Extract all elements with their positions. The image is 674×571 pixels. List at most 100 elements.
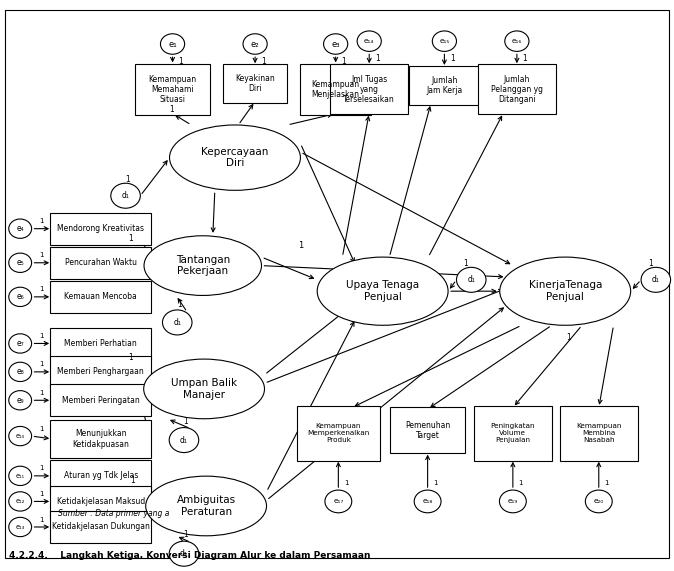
Ellipse shape bbox=[146, 476, 266, 536]
Text: 1: 1 bbox=[39, 465, 44, 472]
Text: 1: 1 bbox=[39, 361, 44, 368]
Text: Kemampuan
Membina
Nasabah: Kemampuan Membina Nasabah bbox=[576, 423, 621, 443]
Circle shape bbox=[432, 31, 456, 51]
Circle shape bbox=[169, 428, 199, 453]
Circle shape bbox=[9, 287, 32, 307]
Text: 1: 1 bbox=[375, 54, 379, 63]
Circle shape bbox=[456, 267, 486, 292]
Text: d₁: d₁ bbox=[467, 275, 475, 284]
Text: Jumlah
Pelanggan yg
Ditangani: Jumlah Pelanggan yg Ditangani bbox=[491, 75, 543, 104]
Text: 1: 1 bbox=[261, 57, 266, 66]
Text: 1: 1 bbox=[178, 57, 183, 66]
Text: e₉: e₉ bbox=[16, 396, 24, 405]
Text: 1: 1 bbox=[464, 259, 468, 268]
Text: 1: 1 bbox=[522, 54, 527, 63]
Circle shape bbox=[111, 183, 140, 208]
Circle shape bbox=[9, 334, 32, 353]
FancyBboxPatch shape bbox=[135, 63, 210, 115]
Text: e₇: e₇ bbox=[16, 339, 24, 348]
Circle shape bbox=[9, 362, 32, 381]
Text: 1: 1 bbox=[450, 54, 455, 63]
Circle shape bbox=[324, 34, 348, 54]
FancyBboxPatch shape bbox=[478, 65, 556, 114]
Text: e₁₅: e₁₅ bbox=[439, 38, 450, 44]
Circle shape bbox=[9, 492, 32, 511]
FancyBboxPatch shape bbox=[330, 65, 408, 114]
Text: e₂: e₂ bbox=[251, 39, 259, 49]
FancyBboxPatch shape bbox=[410, 66, 479, 105]
Text: 1: 1 bbox=[433, 480, 438, 486]
Text: 1: 1 bbox=[39, 218, 44, 224]
Circle shape bbox=[162, 310, 192, 335]
Text: Memberi Perhatian: Memberi Perhatian bbox=[64, 339, 137, 348]
Text: Ketidakjelasan Maksud: Ketidakjelasan Maksud bbox=[57, 497, 145, 506]
Circle shape bbox=[169, 541, 199, 566]
Text: KinerjaTenaga
Penjual: KinerjaTenaga Penjual bbox=[528, 280, 602, 302]
Text: 1: 1 bbox=[168, 104, 174, 114]
FancyBboxPatch shape bbox=[50, 281, 152, 313]
Text: 1: 1 bbox=[183, 530, 187, 540]
Text: 1: 1 bbox=[125, 175, 130, 184]
Circle shape bbox=[325, 490, 352, 513]
Text: 1: 1 bbox=[130, 476, 135, 485]
FancyBboxPatch shape bbox=[50, 420, 152, 459]
FancyBboxPatch shape bbox=[50, 511, 152, 543]
Text: e₁₇: e₁₇ bbox=[333, 498, 344, 504]
FancyBboxPatch shape bbox=[300, 63, 371, 115]
Circle shape bbox=[9, 517, 32, 537]
FancyBboxPatch shape bbox=[50, 328, 152, 359]
Circle shape bbox=[243, 34, 267, 54]
Text: Sumber : Data primer yang a: Sumber : Data primer yang a bbox=[59, 509, 170, 518]
Text: Kemampuan
Menjelaskan: Kemampuan Menjelaskan bbox=[311, 80, 360, 99]
Text: 1: 1 bbox=[39, 517, 44, 522]
Text: e₁₂: e₁₂ bbox=[16, 498, 25, 504]
Ellipse shape bbox=[317, 257, 448, 325]
Text: Jml Tugas
yang
Terselesaikan: Jml Tugas yang Terselesaikan bbox=[343, 75, 395, 104]
Text: Menunjukkan
Ketidakpuasan: Menunjukkan Ketidakpuasan bbox=[72, 429, 129, 449]
Text: e₁₆: e₁₆ bbox=[512, 38, 522, 44]
Text: Memberi Penghargaan: Memberi Penghargaan bbox=[57, 367, 144, 376]
FancyBboxPatch shape bbox=[390, 407, 465, 453]
Text: 4.2.2.4.    Langkah Ketiga, Konversi Diagram Alur ke dalam Persamaan: 4.2.2.4. Langkah Ketiga, Konversi Diagra… bbox=[9, 551, 371, 560]
Text: 1: 1 bbox=[298, 241, 303, 250]
Text: 1: 1 bbox=[519, 480, 523, 486]
Ellipse shape bbox=[500, 257, 631, 325]
Text: e₁: e₁ bbox=[168, 39, 177, 49]
Text: Keyakinan
Diri: Keyakinan Diri bbox=[235, 74, 275, 94]
Circle shape bbox=[9, 219, 32, 238]
Text: e₁₈: e₁₈ bbox=[423, 498, 433, 504]
Ellipse shape bbox=[170, 125, 301, 190]
Text: 1: 1 bbox=[648, 259, 653, 268]
Text: Tantangan
Pekerjaan: Tantangan Pekerjaan bbox=[176, 255, 230, 276]
Circle shape bbox=[9, 391, 32, 410]
Text: e₁₀: e₁₀ bbox=[16, 433, 25, 439]
Text: d₁: d₁ bbox=[121, 191, 129, 200]
FancyBboxPatch shape bbox=[223, 65, 287, 103]
FancyBboxPatch shape bbox=[50, 356, 152, 388]
Text: e₈: e₈ bbox=[16, 367, 24, 376]
Circle shape bbox=[9, 253, 32, 272]
Text: 1: 1 bbox=[39, 390, 44, 396]
Text: e₃: e₃ bbox=[332, 39, 340, 49]
Text: Peningkatan
Volume
Penjualan: Peningkatan Volume Penjualan bbox=[491, 423, 535, 443]
Circle shape bbox=[585, 490, 612, 513]
Text: Aturan yg Tdk Jelas: Aturan yg Tdk Jelas bbox=[63, 471, 138, 480]
Text: d₁: d₁ bbox=[180, 436, 188, 445]
Text: Pencurahan Waktu: Pencurahan Waktu bbox=[65, 258, 137, 267]
Circle shape bbox=[357, 31, 381, 51]
Text: 1: 1 bbox=[39, 252, 44, 259]
Text: Mendorong Kreativitas: Mendorong Kreativitas bbox=[57, 224, 144, 233]
Text: e₅: e₅ bbox=[16, 258, 24, 267]
Text: e₁₁: e₁₁ bbox=[16, 473, 25, 479]
Text: e₁₄: e₁₄ bbox=[364, 38, 374, 44]
Text: Memberi Peringatan: Memberi Peringatan bbox=[62, 396, 140, 405]
Text: e₂₀: e₂₀ bbox=[594, 498, 604, 504]
Text: 1: 1 bbox=[605, 480, 609, 486]
Text: Upaya Tenaga
Penjual: Upaya Tenaga Penjual bbox=[346, 280, 419, 302]
Text: 1: 1 bbox=[39, 491, 44, 497]
FancyBboxPatch shape bbox=[50, 485, 152, 517]
Circle shape bbox=[641, 267, 671, 292]
FancyBboxPatch shape bbox=[50, 384, 152, 416]
Text: 1: 1 bbox=[183, 417, 187, 426]
Text: Ambiguitas
Peraturan: Ambiguitas Peraturan bbox=[177, 495, 236, 517]
